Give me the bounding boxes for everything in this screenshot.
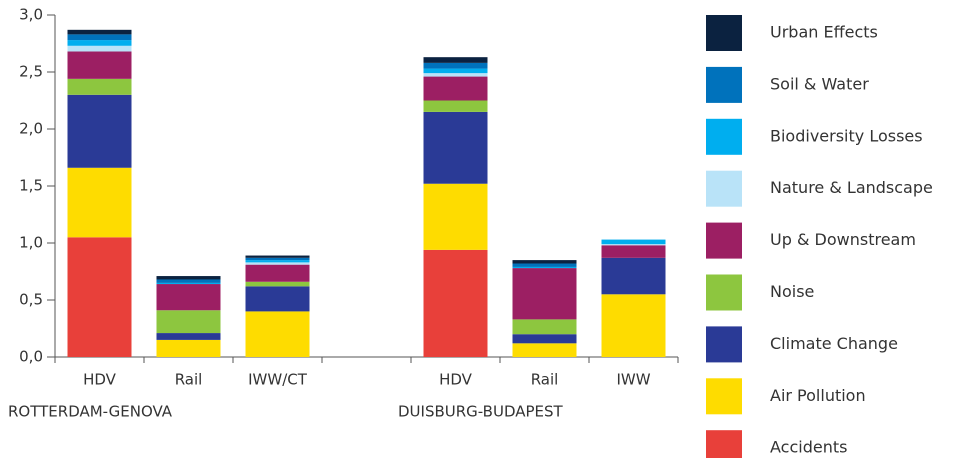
bar-segment	[156, 279, 221, 283]
group-label: ROTTERDAM-GENOVA	[8, 403, 173, 421]
legend-swatch	[706, 222, 742, 259]
legend-label: Nature & Landscape	[770, 178, 933, 197]
bar-segment	[156, 284, 221, 311]
bar-segment	[512, 266, 577, 269]
y-tick-label: 2,5	[19, 63, 43, 81]
bar-segment	[156, 310, 221, 334]
x-tick-label: Rail	[175, 371, 203, 389]
y-tick-label: 0,5	[19, 291, 43, 309]
bar-segment	[67, 40, 132, 46]
bar-segment	[512, 343, 577, 357]
y-tick-label: 0,0	[19, 348, 43, 366]
bar-segment	[423, 57, 488, 63]
bar-segment	[423, 249, 488, 357]
bar-segment	[423, 76, 488, 101]
y-tick-label: 1,5	[19, 177, 43, 195]
y-tick-label: 2,0	[19, 120, 43, 138]
legend-swatch	[706, 66, 742, 103]
x-tick-label: HDV	[83, 371, 117, 389]
bar-segment	[423, 111, 488, 184]
bar-segment	[67, 51, 132, 79]
legend-label: Air Pollution	[770, 386, 866, 405]
bar-segment	[601, 245, 666, 258]
bar-segment	[245, 255, 310, 258]
x-tick-label: IWW/CT	[248, 371, 308, 389]
bar-segment	[245, 286, 310, 312]
bar-segment	[67, 29, 132, 35]
legend-swatch	[706, 378, 742, 415]
bar-segment	[512, 263, 577, 267]
bar-segment	[67, 78, 132, 95]
x-tick-label: Rail	[531, 371, 559, 389]
bar-segment	[67, 34, 132, 41]
bar-segment	[245, 260, 310, 263]
bar-segment	[512, 334, 577, 344]
bar-segment	[67, 45, 132, 52]
bar-segment	[601, 244, 666, 246]
y-tick-label: 3,0	[19, 6, 43, 24]
bar-segment	[423, 62, 488, 69]
legend-label: Climate Change	[770, 334, 898, 353]
legend-label: Biodiversity Losses	[770, 126, 923, 145]
bar-segment	[512, 268, 577, 320]
bar-segment	[156, 276, 221, 280]
legend-label: Accidents	[770, 438, 847, 457]
legend-swatch	[706, 15, 742, 51]
legend-swatch	[706, 118, 742, 155]
legend-label: Urban Effects	[770, 23, 878, 42]
bar-segment	[67, 167, 132, 238]
bar-segment	[423, 100, 488, 112]
bar-segment	[601, 294, 666, 357]
bar-segment	[156, 282, 221, 285]
bar-segment	[156, 333, 221, 340]
bar-segment	[601, 257, 666, 295]
bar-segment	[512, 319, 577, 335]
legend-label: Soil & Water	[770, 74, 869, 93]
bar-segment	[245, 257, 310, 261]
legend-swatch	[706, 430, 742, 458]
bar-segment	[245, 311, 310, 357]
group-label: DUISBURG-BUDAPEST	[398, 403, 564, 421]
legend-label: Up & Downstream	[770, 230, 916, 249]
bar-segment	[67, 94, 132, 168]
bar-segment	[423, 73, 488, 77]
bar-segment	[512, 260, 577, 264]
legend-label: Noise	[770, 282, 814, 301]
bar-segment	[423, 68, 488, 74]
bar-segment	[67, 237, 132, 357]
x-tick-label: IWW	[616, 371, 650, 389]
bar-segment	[423, 183, 488, 250]
x-tick-label: HDV	[439, 371, 473, 389]
bar-segment	[245, 262, 310, 265]
legend-swatch	[706, 326, 742, 363]
y-tick-label: 1,0	[19, 234, 43, 252]
bar-segment	[601, 239, 666, 245]
bar-segment	[156, 339, 221, 357]
legend-swatch	[706, 170, 742, 207]
bar-segment	[245, 281, 310, 287]
legend-swatch	[706, 274, 742, 311]
bar-segment	[245, 264, 310, 282]
